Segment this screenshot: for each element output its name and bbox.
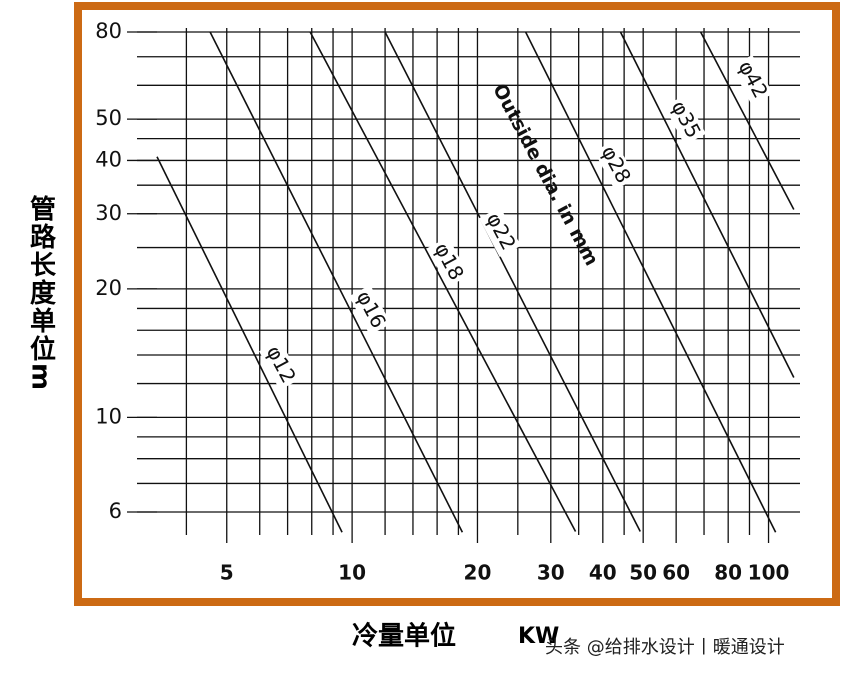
x-tick-label: 30	[537, 561, 565, 585]
x-tick-label: 40	[589, 561, 617, 585]
series-line	[524, 31, 777, 533]
x-axis-unit: KW	[518, 624, 559, 649]
series-line	[309, 31, 577, 532]
chart-frame	[74, 2, 840, 606]
x-axis-label: 冷量单位	[352, 621, 456, 652]
y-axis-label: 管路长度单位m	[26, 195, 56, 392]
x-tick-label: 10	[338, 561, 366, 585]
y-tick-label: 20	[95, 276, 122, 300]
x-tick-label: 100	[748, 561, 790, 585]
x-tick-label: 5	[220, 561, 234, 585]
label-bg	[594, 139, 636, 191]
series-line	[156, 156, 343, 533]
y-tick-label: 30	[95, 201, 122, 225]
series-line	[209, 31, 464, 533]
label-bg	[349, 284, 391, 336]
label-bg	[664, 94, 706, 146]
y-tick-label: 40	[95, 147, 122, 171]
label-bg	[479, 206, 521, 258]
x-tick-label: 60	[662, 561, 690, 585]
y-tick-label: 10	[95, 404, 122, 428]
series-line	[699, 31, 795, 210]
series-line	[619, 31, 795, 378]
label-bg	[259, 339, 301, 391]
x-tick-label: 80	[714, 561, 742, 585]
watermark: 头条 @给排水设计丨暖通设计	[545, 637, 785, 658]
y-tick-label: 80	[95, 19, 122, 43]
series-line	[384, 31, 641, 532]
label-bg	[731, 54, 773, 106]
x-tick-label: 20	[464, 561, 492, 585]
x-tick-label: 50	[629, 561, 657, 585]
y-tick-label: 50	[95, 106, 122, 130]
label-bg	[427, 236, 469, 288]
y-tick-label: 6	[109, 499, 122, 523]
